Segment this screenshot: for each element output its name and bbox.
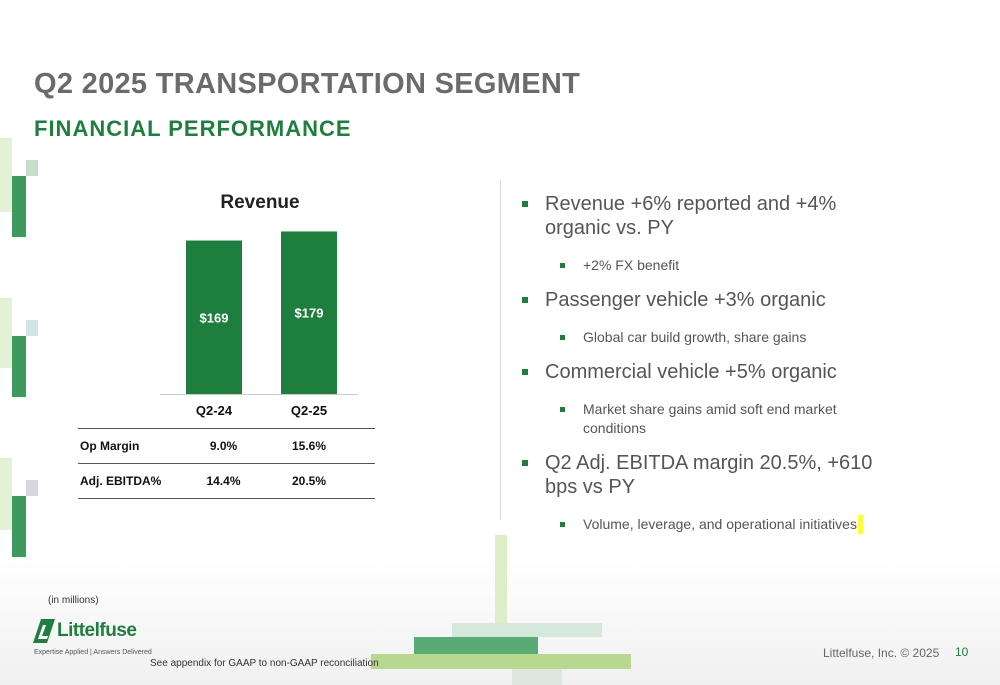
revenue-bar-q2-24 xyxy=(186,240,242,394)
company-logo: Littelfuse Expertise Applied | Answers D… xyxy=(33,619,152,661)
square-bullet-icon xyxy=(522,369,528,375)
decor-block xyxy=(414,637,538,654)
sub-bullet-item: Global car build growth, share gains xyxy=(520,328,900,347)
decor-block xyxy=(26,480,38,496)
page-subtitle: FINANCIAL PERFORMANCE xyxy=(34,116,352,141)
table-row: Adj. EBITDA% 14.4% 20.5% xyxy=(78,464,375,499)
decor-block xyxy=(12,176,26,237)
revenue-bar-q2-25 xyxy=(281,231,337,394)
square-bullet-icon xyxy=(522,460,528,466)
decor-block xyxy=(0,138,12,212)
sub-bullet-text: Market share gains amid soft end market … xyxy=(583,401,837,436)
square-bullet-icon xyxy=(560,263,565,268)
page-title: Q2 2025 TRANSPORTATION SEGMENT xyxy=(34,68,581,100)
bullet-text: Passenger vehicle +3% organic xyxy=(545,289,826,311)
square-bullet-icon xyxy=(522,201,528,207)
sub-bullet-item: +2% FX benefit xyxy=(520,256,900,275)
copyright-text: Littelfuse, Inc. © 2025 xyxy=(823,646,940,660)
square-bullet-icon xyxy=(560,407,565,412)
logo-wordmark: Littelfuse xyxy=(57,620,137,641)
metric-value-q2-24: 14.4% xyxy=(206,474,241,488)
decor-block xyxy=(26,160,38,176)
decor-block xyxy=(512,669,562,685)
sub-bullet-text: +2% FX benefit xyxy=(583,257,680,273)
metric-label: Adj. EBITDA% xyxy=(80,474,162,488)
bar-value-label: $169 xyxy=(200,310,229,325)
decor-block xyxy=(495,535,507,650)
bullet-item: Passenger vehicle +3% organic xyxy=(520,288,900,312)
sub-bullet-item: Volume, leverage, and operational initia… xyxy=(520,515,900,534)
x-axis-tick-label: Q2-25 xyxy=(291,403,327,418)
metric-value-q2-24: 9.0% xyxy=(175,428,272,464)
metric-value-q2-25: 20.5% xyxy=(292,474,327,488)
decor-block xyxy=(452,623,602,637)
logo-tagline: Expertise Applied | Answers Delivered xyxy=(34,649,152,656)
revenue-bar-chart: $169 Q2-24 $179 Q2-25 xyxy=(160,231,358,418)
metrics-table: Op Margin 9.0% 15.6% Adj. EBITDA% 14.4% … xyxy=(78,428,375,499)
vertical-divider xyxy=(500,180,501,520)
bullet-item: Q2 Adj. EBITDA margin 20.5%, +610 bps vs… xyxy=(520,451,900,499)
decor-block xyxy=(12,336,26,397)
bar-value-label: $179 xyxy=(295,306,324,321)
bullet-text: Q2 Adj. EBITDA margin 20.5%, +610 bps vs… xyxy=(545,452,873,498)
x-axis-tick-label: Q2-24 xyxy=(196,403,233,418)
sub-bullet-text: Global car build growth, share gains xyxy=(583,329,807,345)
bullet-item: Commercial vehicle +5% organic xyxy=(520,360,900,384)
metric-label: Op Margin xyxy=(78,428,175,464)
square-bullet-icon xyxy=(560,522,565,527)
littelfuse-logo-icon xyxy=(33,619,55,643)
decor-block xyxy=(371,654,631,669)
bullet-text: Commercial vehicle +5% organic xyxy=(545,361,837,383)
sub-bullet-item: Market share gains amid soft end market … xyxy=(520,400,900,438)
gaap-footnote: See appendix for GAAP to non-GAAP reconc… xyxy=(150,658,379,669)
sub-bullet-text: Volume, leverage, and operational initia… xyxy=(583,516,857,532)
bullet-item: Revenue +6% reported and +4% organic vs.… xyxy=(520,192,900,240)
units-note: (in millions) xyxy=(48,595,99,606)
decor-block xyxy=(0,458,12,530)
text-highlight-cursor xyxy=(857,515,863,534)
decor-block xyxy=(26,320,38,336)
metric-value-q2-25: 15.6% xyxy=(272,428,375,464)
table-row: Op Margin 9.0% 15.6% xyxy=(78,428,375,464)
page-number: 10 xyxy=(955,645,969,659)
decor-block xyxy=(12,496,26,557)
square-bullet-icon xyxy=(522,297,528,303)
bullet-text: Revenue +6% reported and +4% organic vs.… xyxy=(545,193,837,239)
decor-block xyxy=(0,298,12,368)
bullet-list: Revenue +6% reported and +4% organic vs.… xyxy=(520,192,900,547)
square-bullet-icon xyxy=(560,335,565,340)
chart-title: Revenue xyxy=(220,192,300,213)
